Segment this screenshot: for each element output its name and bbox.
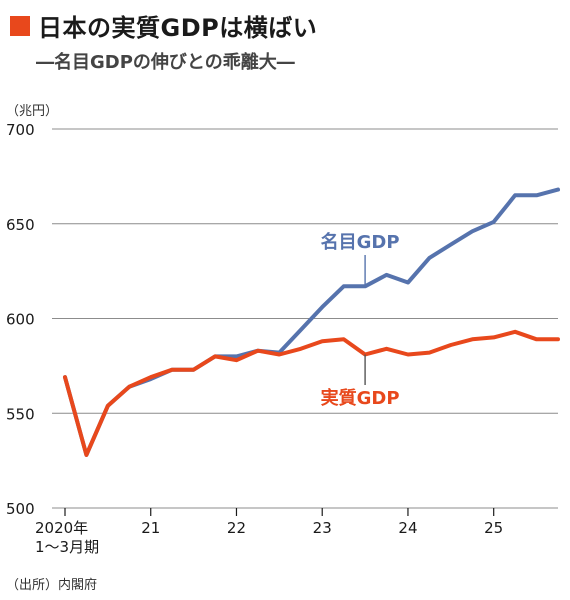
y-tick-label: 650	[6, 216, 35, 234]
y-axis-unit: （兆円）	[6, 104, 59, 119]
x-tick-sublabel: 1～3月期	[35, 538, 99, 556]
y-tick-label: 550	[6, 405, 35, 423]
y-tick-label: 500	[6, 500, 35, 518]
chart-title: 日本の実質GDPは横ばい	[38, 14, 318, 42]
x-tick-label: 24	[398, 519, 417, 537]
series-label-real: 実質GDP	[321, 387, 400, 409]
y-tick-labels: 500 550 600 650 700	[6, 121, 35, 518]
x-tick-label: 22	[227, 519, 246, 537]
series-line-nominal	[277, 187, 560, 355]
title-row: 日本の実質GDPは横ばい	[10, 8, 317, 43]
y-tick-label: 700	[6, 121, 35, 139]
series-line-nominal-early	[63, 348, 282, 457]
title-marker	[10, 15, 30, 36]
series-line-real	[63, 329, 560, 457]
series-label-nominal: 名目GDP	[321, 231, 400, 253]
x-tick-label: 23	[313, 519, 332, 537]
x-tick-label: 25	[484, 519, 503, 537]
chart-subtitle: ―名目GDPの伸びとの乖離大―	[36, 52, 295, 73]
series-lines	[63, 187, 560, 457]
grid-lines	[52, 128, 558, 509]
y-tick-label: 600	[6, 311, 35, 329]
source-note: （出所）内閣府	[6, 578, 98, 593]
x-tick-label: 2020年	[35, 519, 88, 537]
series-annotations: 名目GDP 実質GDP	[321, 231, 400, 409]
x-tick-label: 21	[141, 519, 160, 537]
